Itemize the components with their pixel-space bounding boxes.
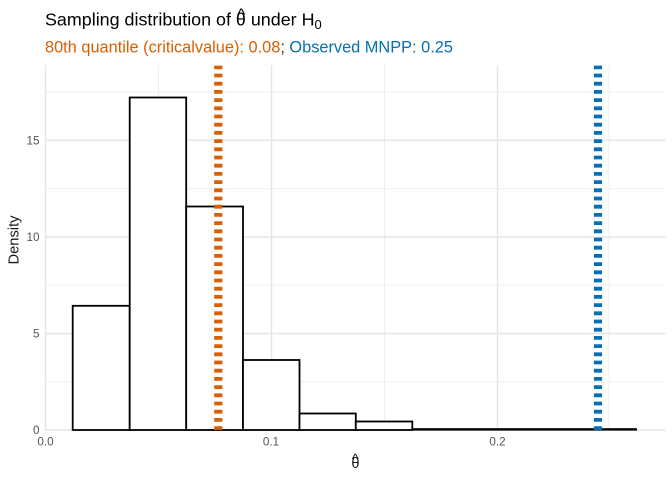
svg-text:5: 5 <box>33 328 40 341</box>
svg-text:0.0: 0.0 <box>37 435 54 448</box>
svg-text:80th quantile (criticalvalue):: 80th quantile (criticalvalue): 0.08; Obs… <box>45 39 453 57</box>
svg-text:Density: Density <box>6 215 22 265</box>
svg-text:^: ^ <box>237 5 245 24</box>
svg-text:Sampling distribution of θ und: Sampling distribution of θ under H0 <box>45 10 322 33</box>
svg-text:^: ^ <box>352 451 359 468</box>
svg-text:θ: θ <box>351 456 359 472</box>
svg-text:10: 10 <box>26 231 40 244</box>
svg-text:0.1: 0.1 <box>263 435 279 448</box>
svg-text:0.2: 0.2 <box>489 435 505 448</box>
svg-text:15: 15 <box>26 134 40 147</box>
svg-text:0: 0 <box>33 424 40 437</box>
